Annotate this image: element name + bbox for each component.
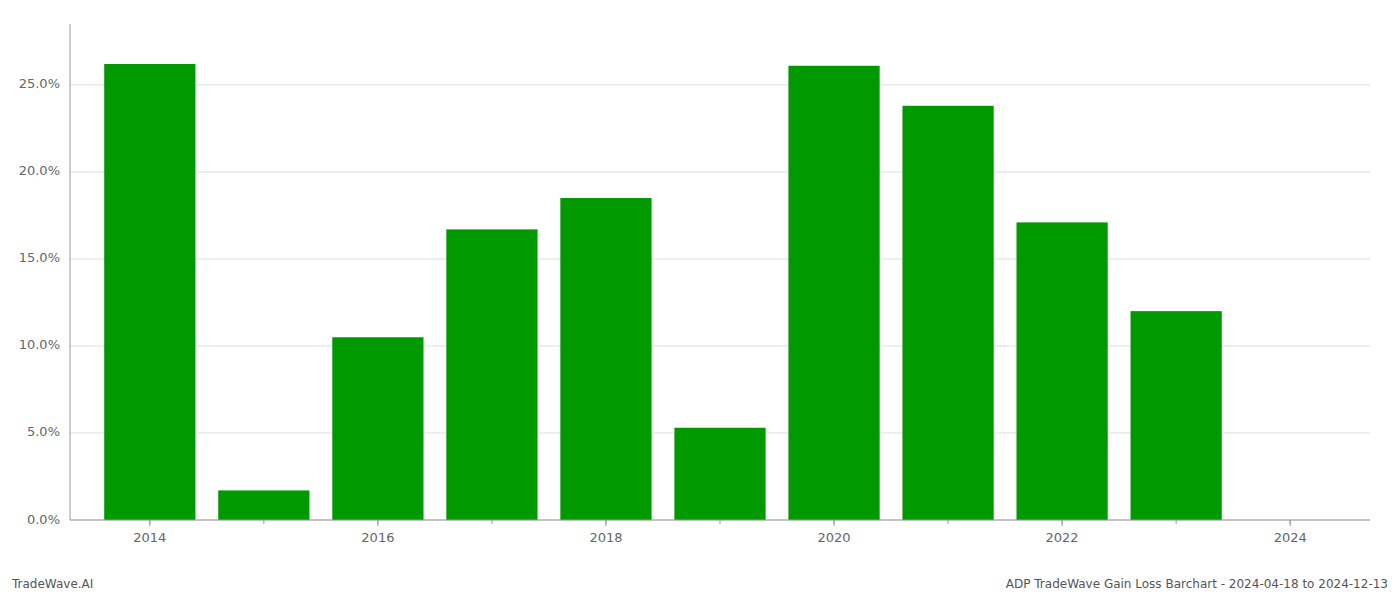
bar xyxy=(560,198,651,520)
x-tick-label: 2014 xyxy=(133,530,166,545)
bar xyxy=(1131,311,1222,520)
x-tick-label: 2018 xyxy=(589,530,622,545)
x-minor-tick xyxy=(720,520,721,524)
x-tick xyxy=(1290,520,1291,526)
x-tick xyxy=(605,520,606,526)
y-tick-label: 15.0% xyxy=(19,250,60,265)
grid xyxy=(70,85,1370,520)
bars xyxy=(104,64,1222,520)
footer-right: ADP TradeWave Gain Loss Barchart - 2024-… xyxy=(1006,577,1388,591)
grid-line xyxy=(70,258,1370,259)
y-tick-label: 20.0% xyxy=(19,163,60,178)
grid-line xyxy=(70,84,1370,85)
y-tick-label: 25.0% xyxy=(19,76,60,91)
bar xyxy=(332,337,423,520)
x-tick-label: 2020 xyxy=(817,530,850,545)
footer: TradeWave.AI ADP TradeWave Gain Loss Barc… xyxy=(11,577,1388,591)
x-tick-label: 2024 xyxy=(1274,530,1307,545)
x-tick xyxy=(834,520,835,526)
bar xyxy=(446,229,537,520)
y-axis-line xyxy=(70,24,71,520)
grid-line xyxy=(70,171,1370,172)
x-axis: 2014 2016 2018 2020 2022 2024 xyxy=(70,520,1370,545)
chart-container: 0.0% 5.0% 10.0% 15.0% 20.0% 25.0% 2014 2016 2018… xyxy=(0,0,1400,600)
page: {"chart_data": {"type": "bar", "x": [201… xyxy=(0,0,1400,600)
bar xyxy=(218,490,309,520)
x-tick xyxy=(377,520,378,526)
bar xyxy=(674,428,765,520)
x-tick-label: 2016 xyxy=(361,530,394,545)
chart-svg: 0.0% 5.0% 10.0% 15.0% 20.0% 25.0% 2014 2016 2018… xyxy=(0,0,1400,600)
bar xyxy=(788,66,879,520)
x-minor-tick xyxy=(1176,520,1177,524)
x-tick-label: 2022 xyxy=(1046,530,1079,545)
bar xyxy=(1016,222,1107,520)
footer-left: TradeWave.AI xyxy=(11,577,93,591)
y-tick-label: 10.0% xyxy=(19,337,60,352)
y-tick-label: 5.0% xyxy=(27,424,60,439)
bar xyxy=(104,64,195,520)
bar xyxy=(902,106,993,520)
y-tick-label: 0.0% xyxy=(27,512,60,527)
x-minor-tick xyxy=(263,520,264,524)
x-tick xyxy=(1062,520,1063,526)
x-minor-tick xyxy=(491,520,492,524)
x-minor-tick xyxy=(948,520,949,524)
x-tick xyxy=(149,520,150,526)
y-axis: 0.0% 5.0% 10.0% 15.0% 20.0% 25.0% xyxy=(19,24,70,527)
